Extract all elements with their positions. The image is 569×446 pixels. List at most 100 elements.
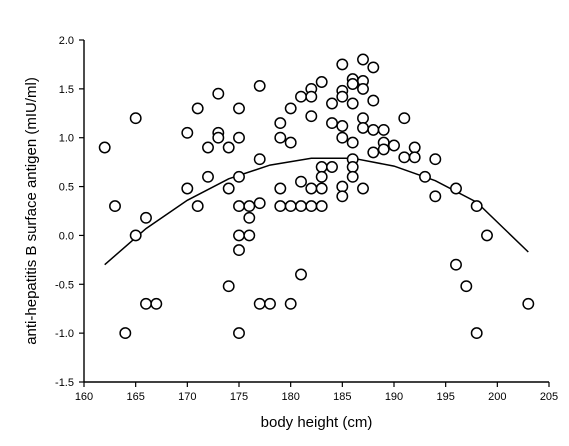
- data-point: [191, 200, 204, 213]
- data-point: [274, 131, 287, 144]
- data-point: [284, 136, 297, 149]
- data-point: [470, 200, 483, 213]
- data-point: [336, 120, 349, 132]
- data-point: [129, 229, 142, 242]
- x-tick-label: 165: [126, 391, 144, 403]
- data-point: [274, 200, 287, 213]
- data-point: [357, 53, 369, 66]
- data-point: [315, 170, 328, 183]
- data-point: [222, 182, 235, 195]
- data-point: [295, 268, 307, 281]
- data-point: [336, 190, 349, 203]
- data-point: [408, 141, 421, 154]
- data-point: [315, 76, 328, 88]
- data-point: [377, 143, 390, 156]
- y-tick-label: 2.0: [59, 35, 74, 47]
- data-point: [429, 190, 442, 203]
- data-point: [295, 200, 307, 213]
- data-point: [367, 94, 380, 107]
- data-point: [119, 327, 132, 340]
- data-point: [388, 139, 400, 152]
- data-point: [346, 136, 359, 149]
- axes: [83, 40, 549, 383]
- y-ticks: -1.5 -1.0 -0.5 0.0 0.5 1.0 1.5 2.0: [55, 35, 84, 389]
- data-point: [243, 211, 256, 224]
- data-point: [253, 79, 266, 92]
- data-point: [284, 102, 297, 115]
- y-tick-label: 1.0: [59, 133, 74, 145]
- data-point: [150, 297, 163, 310]
- x-tick-label: 200: [488, 391, 506, 403]
- y-axis-title: anti-hepatitis B surface antigen (mIU/ml…: [23, 77, 40, 345]
- x-tick-label: 160: [75, 391, 93, 403]
- data-point: [233, 170, 245, 183]
- data-point: [222, 280, 235, 293]
- data-point: [191, 102, 204, 115]
- data-point: [253, 197, 266, 210]
- data-point: [181, 182, 194, 195]
- x-tick-label: 205: [540, 391, 558, 403]
- data-point: [377, 123, 390, 136]
- data-point: [336, 58, 349, 71]
- data-point: [98, 141, 111, 154]
- data-point: [284, 200, 297, 213]
- x-tick-label: 180: [281, 391, 299, 403]
- data-point: [202, 141, 214, 154]
- points-layer: [98, 53, 535, 340]
- data-point: [233, 200, 245, 213]
- data-point: [253, 153, 266, 166]
- data-point: [408, 151, 421, 164]
- trend-layer: [104, 157, 529, 266]
- data-point: [398, 112, 411, 125]
- data-point: [336, 90, 349, 103]
- x-tick-label: 190: [385, 391, 403, 403]
- data-point: [295, 90, 307, 103]
- data-point: [274, 182, 287, 195]
- data-point: [243, 229, 256, 242]
- data-point: [429, 153, 442, 166]
- data-point: [140, 297, 152, 310]
- data-point: [336, 131, 349, 144]
- x-tick-label: 170: [178, 391, 196, 403]
- data-point: [398, 151, 411, 164]
- data-point: [233, 131, 245, 144]
- x-tick-label: 185: [333, 391, 351, 403]
- data-point: [346, 78, 359, 90]
- data-point: [305, 182, 318, 195]
- data-point: [264, 297, 276, 310]
- x-ticks: 160 165 170 175 180 185 190 195 200 205: [75, 382, 558, 403]
- data-point: [222, 141, 235, 154]
- trend-curve: [104, 157, 529, 266]
- data-point: [233, 244, 245, 257]
- data-point: [450, 182, 462, 195]
- data-point: [233, 229, 245, 242]
- data-point: [274, 117, 287, 130]
- data-point: [202, 170, 214, 183]
- data-point: [315, 200, 328, 213]
- data-point: [109, 200, 121, 213]
- data-point: [367, 146, 380, 159]
- data-point: [315, 182, 328, 195]
- data-point: [233, 102, 245, 115]
- data-point: [470, 327, 483, 340]
- data-point: [326, 117, 338, 130]
- data-point: [295, 175, 307, 188]
- data-point: [233, 327, 245, 340]
- y-tick-label: -1.5: [55, 377, 74, 389]
- data-point: [315, 161, 328, 173]
- y-tick-label: -1.0: [55, 328, 74, 340]
- data-point: [346, 97, 359, 110]
- data-point: [140, 211, 152, 224]
- x-tick-label: 175: [230, 391, 248, 403]
- x-axis-title: body height (cm): [261, 414, 373, 431]
- data-point: [129, 112, 142, 125]
- data-point: [357, 121, 369, 134]
- data-point: [460, 280, 473, 293]
- data-point: [346, 161, 359, 173]
- data-point: [326, 97, 338, 110]
- data-point: [450, 258, 462, 271]
- data-point: [522, 297, 535, 310]
- y-tick-label: 0.5: [59, 182, 74, 194]
